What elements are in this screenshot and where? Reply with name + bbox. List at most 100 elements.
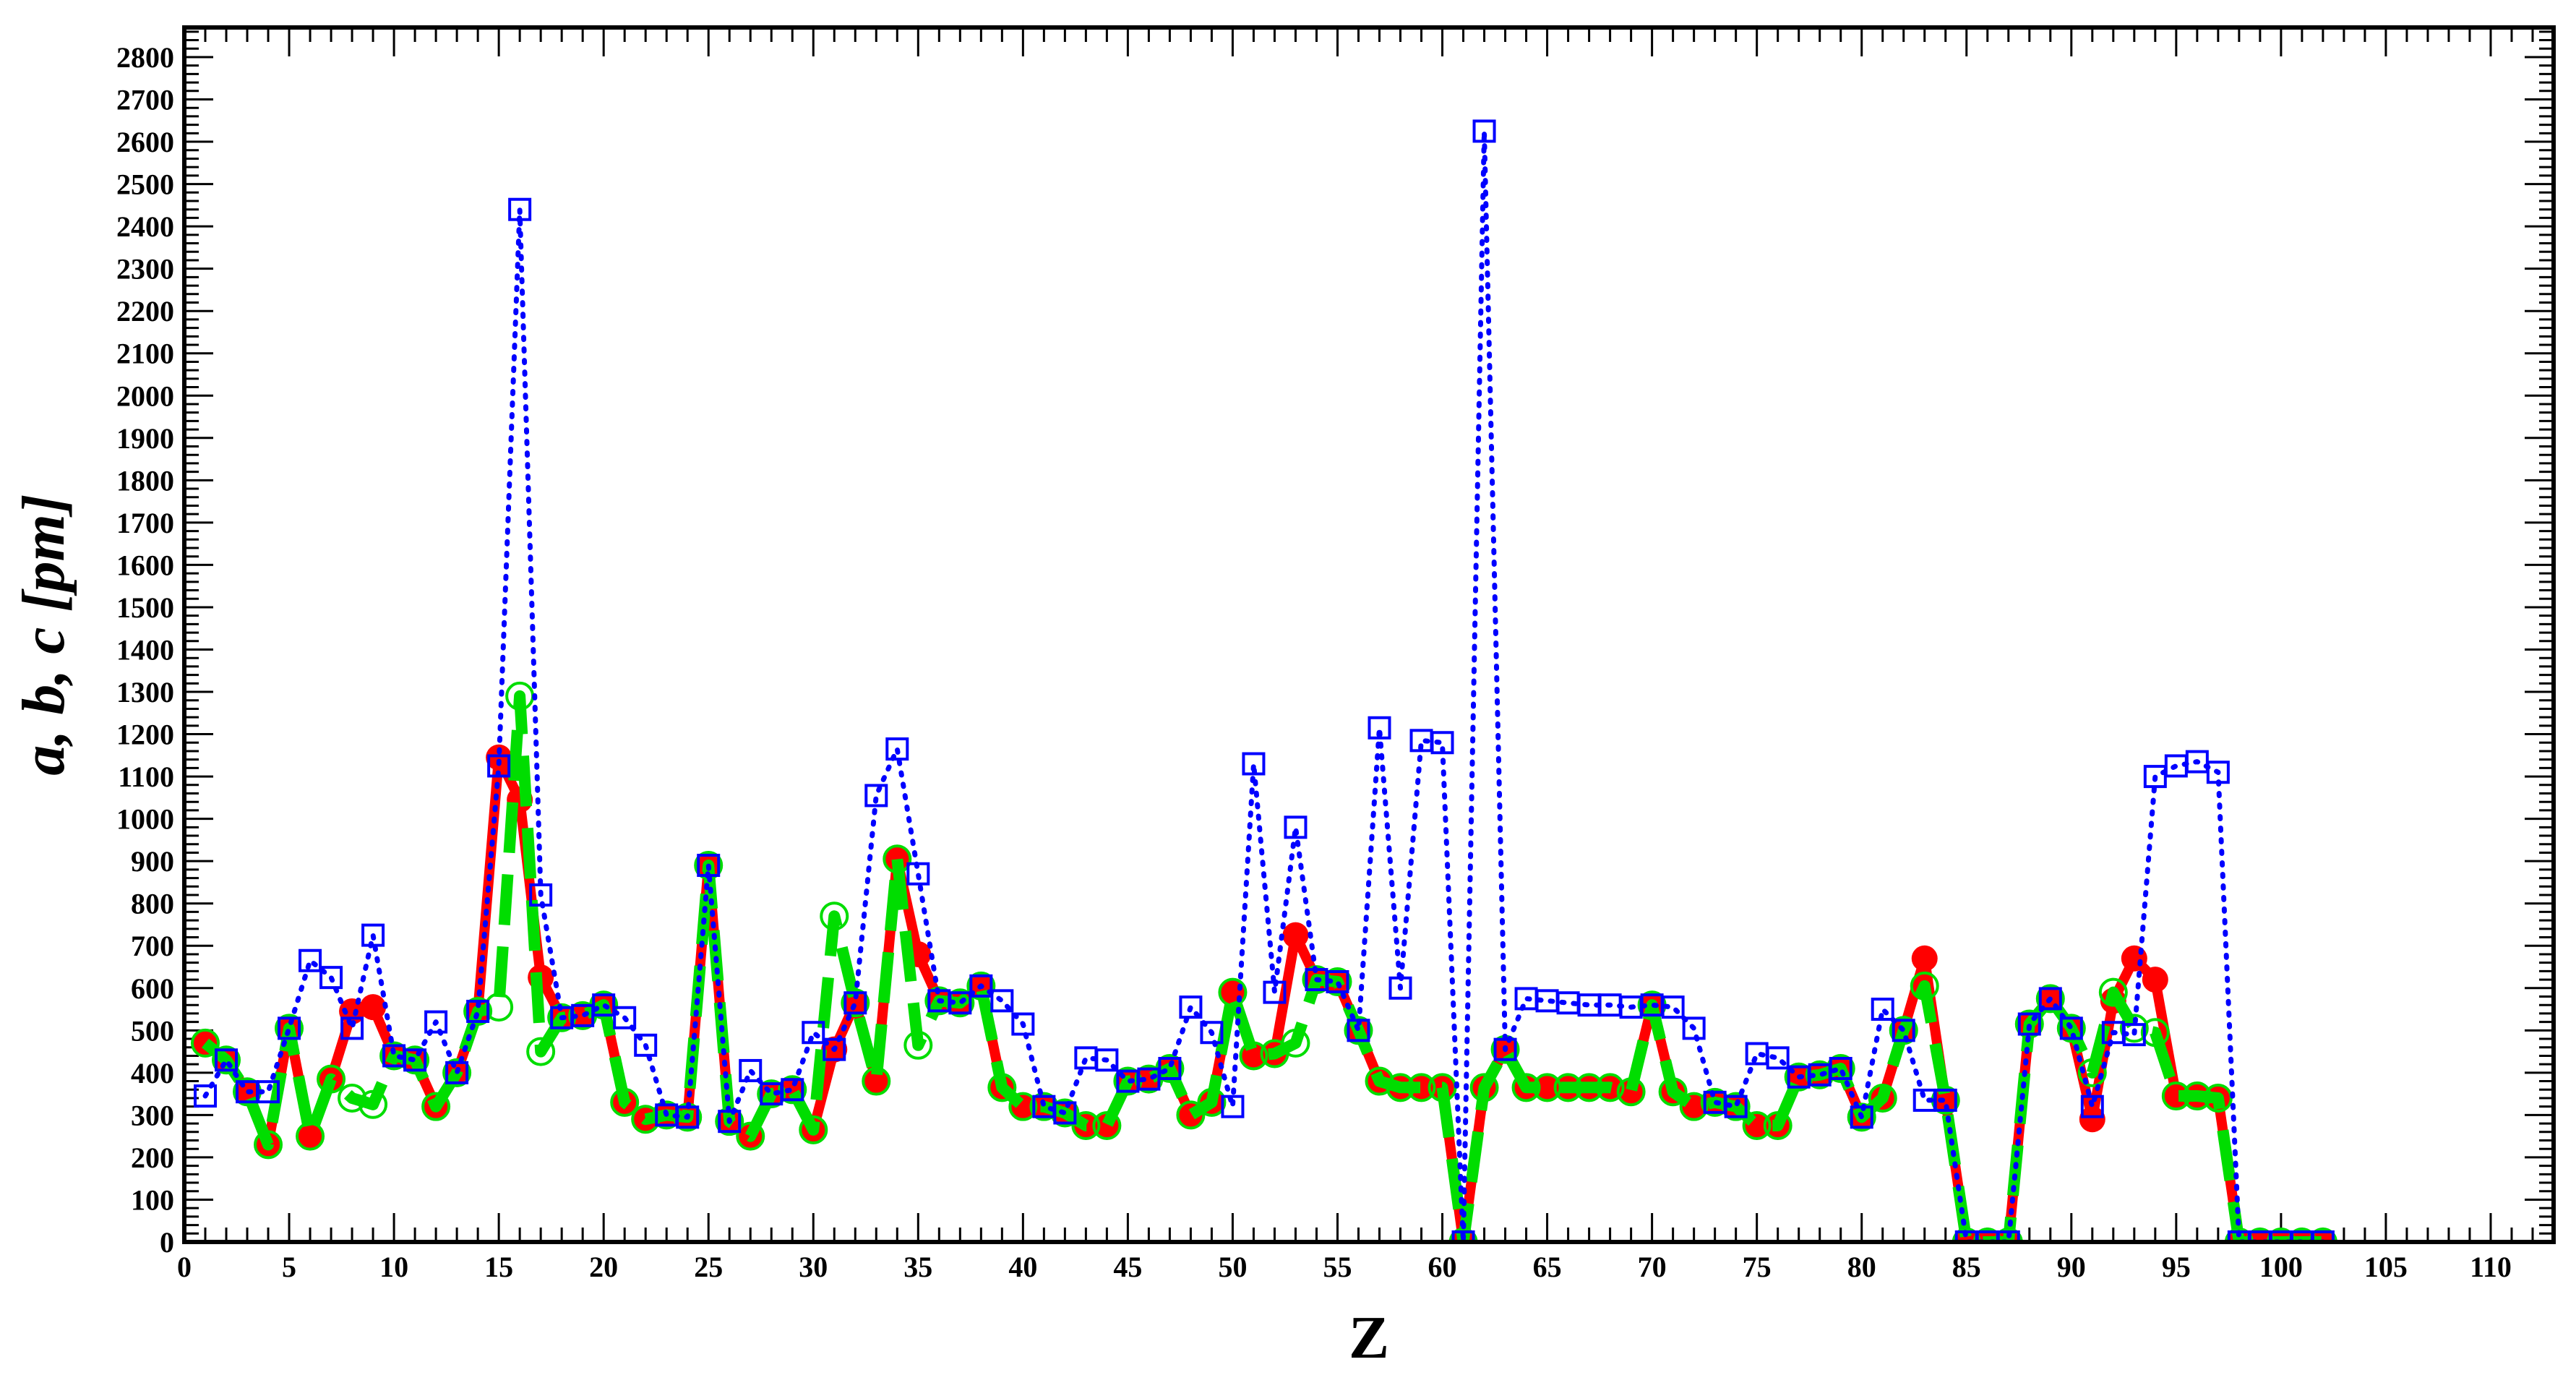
y-tick-label: 400 (131, 1057, 174, 1089)
data-point (1724, 1095, 1748, 1118)
data-point (1071, 1111, 1101, 1141)
data-point (802, 1021, 825, 1045)
data-point (1200, 1021, 1224, 1045)
data-point (1933, 1088, 1957, 1112)
axis-ticks (183, 27, 2555, 1243)
data-point (1871, 998, 1894, 1021)
y-tick-label: 2000 (116, 380, 174, 412)
data-point (1954, 1230, 1978, 1242)
y-tick-label: 1200 (116, 719, 174, 751)
data-point (945, 988, 975, 1018)
plot-frame (182, 25, 2556, 1244)
data-point (652, 1100, 682, 1130)
data-point (969, 974, 993, 998)
data-point (2163, 1083, 2189, 1110)
data-point (1682, 1016, 1706, 1040)
x-tick-label: 55 (1323, 1251, 1352, 1283)
data-point (1242, 752, 1266, 776)
data-point (799, 1115, 828, 1144)
data-point (445, 1061, 469, 1084)
y-tick-label: 600 (131, 972, 174, 1005)
data-point (2308, 1228, 2337, 1242)
data-point (1661, 995, 1685, 1019)
y-tick-label: 1600 (116, 549, 174, 581)
data-point (903, 1030, 933, 1060)
data-point (466, 999, 490, 1023)
data-point (592, 993, 616, 1017)
data-point (948, 991, 972, 1015)
x-tick-label: 10 (379, 1251, 408, 1283)
data-point (194, 1084, 218, 1108)
x-tick-label: 90 (2057, 1251, 2086, 1283)
data-point (1889, 1016, 1918, 1045)
data-point (297, 1123, 324, 1149)
data-point (275, 1014, 304, 1043)
data-point (631, 1105, 661, 1134)
data-point (1179, 995, 1203, 1019)
data-point (778, 1075, 807, 1105)
data-point (529, 883, 553, 907)
data-point (1532, 1073, 1562, 1102)
y-tick-label: 2200 (116, 295, 174, 327)
data-point (1892, 1019, 1915, 1042)
data-point (1658, 1077, 1688, 1107)
data-point (757, 1079, 786, 1109)
data-point (2059, 1016, 2083, 1040)
y-tick-label: 2700 (116, 84, 174, 116)
data-point (841, 988, 870, 1018)
data-point (487, 754, 511, 778)
data-point (379, 1041, 409, 1071)
x-tick-label: 70 (1638, 1251, 1667, 1283)
data-point (1176, 1100, 1206, 1130)
data-point (1850, 1105, 1873, 1129)
data-point (613, 1006, 637, 1029)
data-point (403, 1048, 427, 1072)
data-point (1469, 1073, 1499, 1102)
data-point (634, 1033, 658, 1057)
data-point (676, 1105, 700, 1129)
x-tick-label: 105 (2364, 1251, 2408, 1283)
data-point (1011, 1012, 1035, 1036)
data-point (1092, 1111, 1122, 1141)
series-3 (194, 119, 2335, 1242)
data-point (1553, 1073, 1583, 1102)
data-point (2098, 977, 2128, 1007)
data-point (2227, 1230, 2251, 1242)
y-tick-label: 2400 (116, 210, 174, 243)
data-point (736, 1121, 765, 1151)
data-point (864, 784, 888, 808)
data-point (820, 901, 849, 931)
y-tick-label: 2300 (116, 253, 174, 286)
data-point (1511, 1073, 1541, 1102)
x-tick-label: 15 (484, 1251, 513, 1283)
data-point (1368, 716, 1391, 740)
data-point (2056, 1014, 2086, 1043)
y-tick-label: 500 (131, 1014, 174, 1047)
data-point (1763, 1111, 1793, 1141)
series-layer (191, 119, 2337, 1242)
data-point (1472, 119, 1496, 143)
data-point (1975, 1230, 1999, 1242)
data-point (424, 1010, 448, 1034)
data-point (1388, 976, 1412, 1000)
y-tick-label: 0 (160, 1226, 174, 1259)
data-point (215, 1048, 239, 1072)
data-point (1826, 1054, 1855, 1083)
y-tick-label: 1300 (116, 676, 174, 708)
data-point (2038, 987, 2062, 1011)
data-point (1742, 1111, 1772, 1141)
data-point (1281, 1028, 1310, 1058)
data-point (2245, 1228, 2275, 1242)
data-point (1029, 1092, 1059, 1121)
data-point (883, 844, 912, 874)
data-point (739, 1058, 763, 1082)
data-point (319, 966, 343, 990)
data-point (1868, 1083, 1897, 1113)
data-point (1239, 1041, 1268, 1071)
data-point (718, 1110, 742, 1134)
data-point (296, 1121, 325, 1151)
x-tick-label: 40 (1008, 1251, 1037, 1283)
data-point (359, 1089, 388, 1119)
